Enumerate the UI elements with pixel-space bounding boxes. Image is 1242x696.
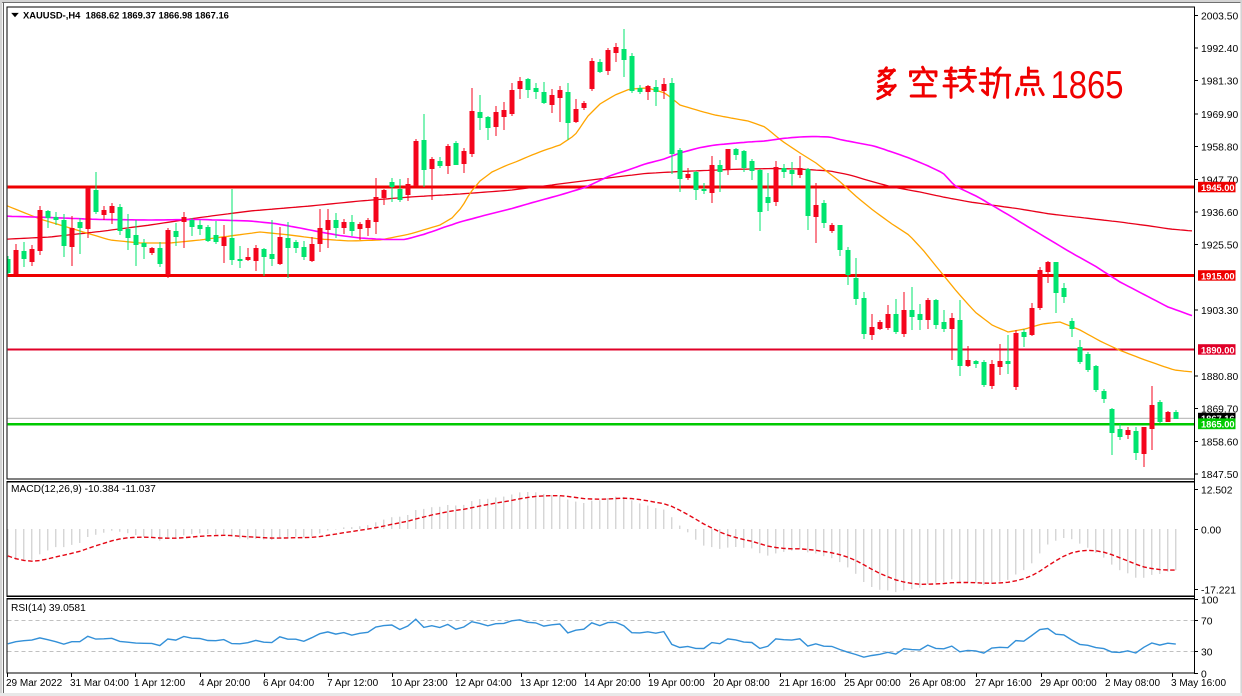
svg-text:21 Apr 16:00: 21 Apr 16:00 bbox=[779, 678, 836, 689]
svg-text:1945.00: 1945.00 bbox=[1201, 183, 1235, 193]
svg-text:25 Apr 00:00: 25 Apr 00:00 bbox=[844, 678, 901, 689]
svg-text:12 Apr 04:00: 12 Apr 04:00 bbox=[455, 678, 512, 689]
svg-text:1890.00: 1890.00 bbox=[1201, 345, 1235, 355]
svg-text:1981.30: 1981.30 bbox=[1201, 77, 1238, 88]
svg-text:100: 100 bbox=[1201, 596, 1218, 607]
svg-text:1865: 1865 bbox=[1051, 64, 1124, 107]
svg-text:1915.00: 1915.00 bbox=[1201, 271, 1235, 281]
svg-text:MACD(12,26,9) -10.384 -11.037: MACD(12,26,9) -10.384 -11.037 bbox=[11, 484, 156, 495]
svg-text:-17.221: -17.221 bbox=[1201, 586, 1236, 597]
svg-text:31 Mar 04:00: 31 Mar 04:00 bbox=[70, 678, 129, 689]
svg-text:0.00: 0.00 bbox=[1201, 526, 1221, 537]
svg-text:1947.70: 1947.70 bbox=[1201, 175, 1238, 186]
svg-text:1958.80: 1958.80 bbox=[1201, 143, 1238, 154]
svg-text:20 Apr 08:00: 20 Apr 08:00 bbox=[713, 678, 770, 689]
svg-text:1903.30: 1903.30 bbox=[1201, 306, 1238, 317]
svg-text:1 Apr 12:00: 1 Apr 12:00 bbox=[134, 678, 186, 689]
svg-text:19 Apr 00:00: 19 Apr 00:00 bbox=[648, 678, 705, 689]
svg-text:3 May 16:00: 3 May 16:00 bbox=[1171, 678, 1226, 689]
svg-text:1847.50: 1847.50 bbox=[1201, 470, 1238, 481]
svg-text:4 Apr 20:00: 4 Apr 20:00 bbox=[199, 678, 251, 689]
svg-text:2 May 08:00: 2 May 08:00 bbox=[1105, 678, 1160, 689]
svg-text:XAUUSD-,H4 1868.62 1869.37 18: XAUUSD-,H4 1868.62 1869.37 1866.98 1867.… bbox=[23, 10, 229, 21]
svg-text:14 Apr 20:00: 14 Apr 20:00 bbox=[584, 678, 641, 689]
svg-text:10 Apr 23:00: 10 Apr 23:00 bbox=[391, 678, 448, 689]
svg-text:1880.80: 1880.80 bbox=[1201, 372, 1238, 383]
svg-text:1969.90: 1969.90 bbox=[1201, 110, 1238, 121]
svg-text:13 Apr 12:00: 13 Apr 12:00 bbox=[520, 678, 577, 689]
svg-text:1858.60: 1858.60 bbox=[1201, 437, 1238, 448]
svg-text:26 Apr 08:00: 26 Apr 08:00 bbox=[909, 678, 966, 689]
svg-text:1865.00: 1865.00 bbox=[1201, 420, 1235, 430]
svg-text:1936.60: 1936.60 bbox=[1201, 208, 1238, 219]
svg-text:70: 70 bbox=[1201, 617, 1213, 628]
svg-text:2003.50: 2003.50 bbox=[1201, 11, 1238, 22]
svg-text:12.502: 12.502 bbox=[1201, 486, 1233, 497]
svg-text:7 Apr 12:00: 7 Apr 12:00 bbox=[327, 678, 379, 689]
svg-text:29 Apr 00:00: 29 Apr 00:00 bbox=[1040, 678, 1097, 689]
svg-text:6 Apr 04:00: 6 Apr 04:00 bbox=[263, 678, 315, 689]
svg-text:29 Mar 2022: 29 Mar 2022 bbox=[6, 678, 63, 689]
svg-text:30: 30 bbox=[1201, 647, 1213, 658]
svg-text:1992.40: 1992.40 bbox=[1201, 44, 1238, 55]
svg-text:27 Apr 16:00: 27 Apr 16:00 bbox=[975, 678, 1032, 689]
svg-text:1869.70: 1869.70 bbox=[1201, 405, 1238, 416]
svg-text:RSI(14) 39.0581: RSI(14) 39.0581 bbox=[11, 603, 86, 614]
svg-text:1925.50: 1925.50 bbox=[1201, 241, 1238, 252]
svg-text:0: 0 bbox=[1201, 670, 1207, 681]
